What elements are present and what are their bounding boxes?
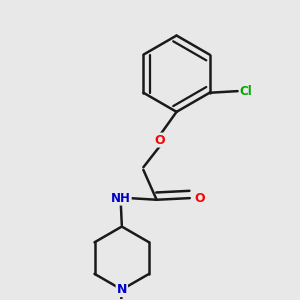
Text: Cl: Cl [240, 85, 253, 98]
Text: NH: NH [111, 192, 131, 205]
Text: O: O [194, 192, 205, 205]
Text: N: N [117, 283, 127, 296]
Text: O: O [154, 134, 165, 146]
